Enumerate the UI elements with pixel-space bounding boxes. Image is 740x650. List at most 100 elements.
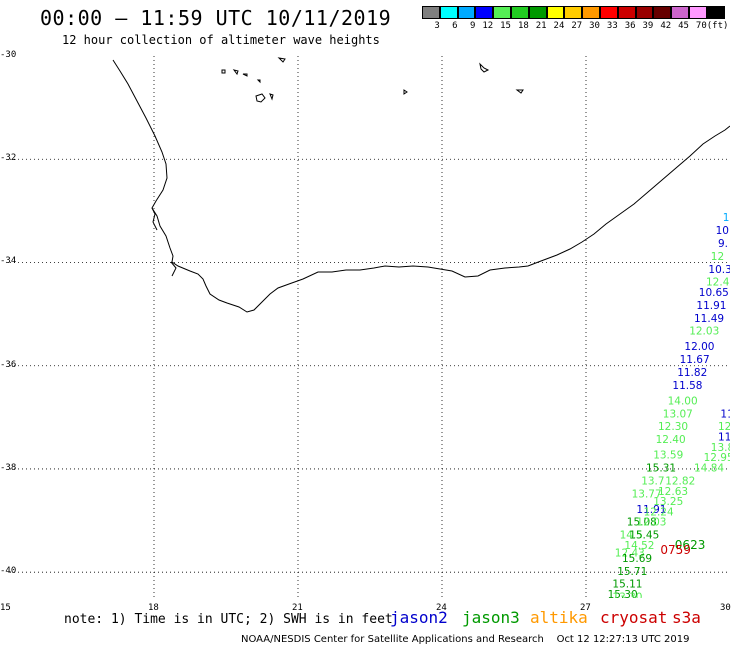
scale-swatch	[493, 6, 511, 19]
map-title: 00:00 – 11:59 UTC 10/11/2019	[40, 6, 392, 30]
scale-swatch	[671, 6, 689, 19]
scale-label: 30	[589, 21, 600, 31]
scale-label: 27	[571, 21, 583, 31]
wave-height-value: 1	[723, 212, 730, 224]
satellite-legend-jason3: jason3	[462, 608, 520, 627]
wave-height-value: 12.63	[658, 486, 688, 498]
scale-swatch	[617, 6, 636, 19]
wave-height-value: 13.82	[711, 442, 730, 454]
wave-height-value: 11.7	[718, 432, 730, 444]
scale-swatch	[439, 6, 458, 19]
scale-swatch	[546, 6, 565, 19]
wave-height-value: 12.40	[656, 434, 686, 446]
wave-height-value: 15.31	[646, 463, 676, 475]
scale-label: 33	[606, 21, 618, 31]
wave-height-color-scale: 3 6 9 12 15 18 21 24 27 30 33 36 39 42 45 70 (ft)	[422, 6, 729, 31]
latitude-label: -34	[0, 256, 17, 267]
scale-label: 15	[500, 21, 511, 31]
scale-label: 21	[535, 21, 547, 31]
scale-label: 42	[660, 21, 672, 31]
wave-height-value: 14.52	[624, 540, 654, 552]
longitude-label: 30	[720, 603, 731, 613]
wave-height-value: 15.11	[612, 579, 642, 591]
wave-height-value: 12.24	[644, 506, 674, 518]
scale-label: 12	[482, 21, 494, 31]
scale-swatch	[564, 6, 583, 19]
wave-height-value: 11.91	[696, 300, 726, 312]
satellite-legend-altika: altika	[530, 608, 588, 627]
longitude-label: 24	[436, 603, 447, 613]
wave-height-value: 11.91	[636, 504, 666, 516]
satellite-legend-cryosat: cryosat	[600, 608, 668, 627]
wave-height-value: 11.67	[680, 354, 710, 366]
wave-height-value: 13.77	[632, 488, 662, 500]
scale-swatch	[635, 6, 654, 19]
wave-height-value: 12.43	[615, 548, 645, 560]
satellite-legend-s3a: s3a	[672, 608, 701, 627]
latitude-label: -40	[0, 566, 17, 577]
wave-height-value: 14.5	[620, 530, 643, 542]
wave-height-value: 0759	[660, 543, 691, 557]
wave-height-value: 11	[720, 408, 730, 420]
longitude-label: 18	[148, 603, 159, 613]
wave-height-value: 12.82	[665, 475, 695, 487]
scale-label: 39	[642, 21, 654, 31]
graticule	[10, 56, 730, 598]
latitude-label: -38	[0, 462, 17, 473]
coastline-south-africa	[112, 59, 730, 313]
scale-label: 36	[624, 21, 636, 31]
wave-height-value: 13.25	[653, 496, 683, 508]
latitude-label: -30	[0, 50, 17, 60]
satellite-legend-jason2: jason2	[390, 608, 448, 627]
scale-label: 3	[434, 21, 440, 31]
wave-height-value: 0623	[675, 538, 706, 552]
scale-label: 18	[517, 21, 529, 31]
wave-height-value: 14.00	[668, 395, 698, 407]
scale-swatch	[653, 6, 672, 19]
wave-height-observations: 1109.1210.312.410.6511.9111.4912.0312.00…	[608, 212, 730, 598]
map-frame: 1109.1210.312.410.6511.9111.4912.0312.00…	[10, 56, 730, 598]
wave-height-value: 12.30	[658, 421, 688, 433]
wave-height-value: 13.59	[653, 450, 683, 462]
wave-height-value: 12.4	[706, 277, 730, 289]
map-subtitle: 12 hour collection of altimeter wave hei…	[62, 33, 380, 47]
island-marks	[221, 57, 524, 103]
longitude-label: 15	[0, 603, 11, 613]
wave-height-value: 13.7	[641, 475, 664, 487]
wave-height-value: 15.30	[608, 589, 638, 598]
scale-label: 9	[469, 21, 476, 31]
scale-swatch	[582, 6, 600, 19]
wave-height-value: 9.	[718, 238, 728, 250]
wave-height-value: 12.00	[684, 341, 714, 353]
scale-swatch	[706, 6, 725, 19]
latitude-label: -32	[0, 153, 17, 164]
longitude-label: 27	[580, 603, 591, 613]
scale-swatch	[457, 6, 476, 19]
scale-swatch	[528, 6, 547, 19]
scale-swatch	[599, 6, 618, 19]
wave-height-value: 15.69	[622, 553, 652, 565]
scale-label: 45	[678, 21, 689, 31]
scale-swatch	[510, 6, 529, 19]
scale-swatch	[475, 6, 494, 19]
wave-height-value: 10	[716, 225, 729, 237]
scale-label: (ft)	[706, 21, 729, 31]
latitude-label: -36	[0, 359, 17, 370]
scale-label: 70	[695, 21, 707, 31]
longitude-label: 21	[292, 603, 303, 613]
wave-height-value: 13.07	[663, 408, 693, 420]
wave-height-value: 12	[711, 251, 724, 263]
wave-height-value: 15.45	[629, 530, 659, 542]
scale-swatch	[422, 6, 440, 19]
wave-height-value: 12	[718, 421, 730, 433]
wave-height-value: 10.3	[708, 264, 730, 276]
wave-height-value: 15.08	[627, 517, 657, 529]
wave-height-value: 12.03	[636, 517, 666, 529]
scale-label: 6	[452, 21, 458, 31]
wave-height-value: 10.65	[699, 287, 729, 299]
wave-height-value: 13.30	[612, 592, 642, 598]
wave-height-value: 11.49	[694, 313, 724, 325]
footnote: note: 1) Time is in UTC; 2) SWH is in fe…	[64, 612, 393, 627]
wave-height-value: 14.84	[694, 463, 724, 475]
wave-height-value: 12.95	[704, 452, 730, 464]
